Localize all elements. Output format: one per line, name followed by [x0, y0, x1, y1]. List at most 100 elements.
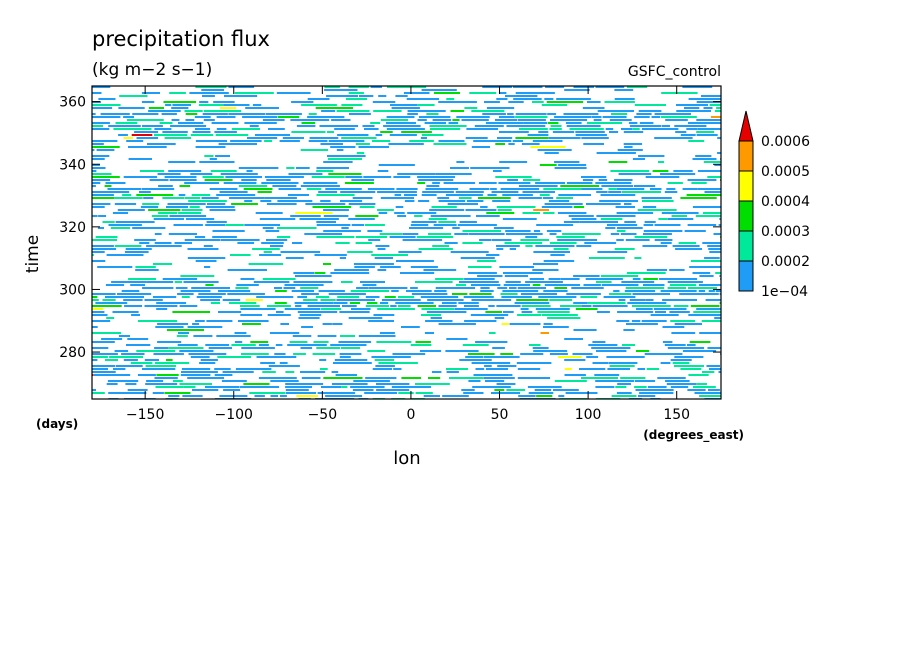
precip-cell: [395, 302, 434, 304]
precip-cell: [564, 374, 586, 376]
precip-cell: [504, 275, 529, 277]
precip-cell: [670, 359, 692, 361]
precip-cell: [710, 116, 721, 118]
precip-cell: [92, 146, 120, 148]
precip-cell: [539, 164, 557, 166]
precip-cell: [187, 377, 225, 379]
precip-cell: [558, 194, 591, 196]
precip-cell: [407, 110, 446, 112]
precip-cell: [228, 113, 266, 115]
precip-cell: [492, 200, 511, 202]
precip-cell: [496, 248, 504, 250]
precip-cell: [115, 365, 143, 367]
precip-cell: [175, 287, 188, 289]
precip-cell: [341, 104, 363, 106]
precip-cell: [514, 302, 550, 304]
precip-cell: [376, 341, 412, 343]
precip-cell: [616, 239, 624, 241]
precip-cell: [704, 191, 721, 193]
precip-cell: [199, 362, 216, 364]
precip-cell: [215, 134, 249, 136]
precip-cell: [642, 206, 657, 208]
precip-cell: [181, 368, 211, 370]
precip-cell: [118, 335, 130, 337]
precip-cell: [356, 152, 365, 154]
precip-cell: [92, 197, 115, 199]
precip-cell: [190, 356, 210, 358]
precip-cell: [92, 176, 120, 178]
precip-cell: [92, 182, 101, 184]
precip-cell: [626, 272, 666, 274]
precip-cell: [391, 107, 420, 109]
precip-cell: [686, 128, 698, 130]
precip-cell: [230, 140, 262, 142]
precip-cell: [596, 350, 627, 352]
precip-cell: [667, 218, 694, 220]
precip-cell: [100, 113, 130, 115]
precip-cell: [353, 263, 394, 265]
precip-cell: [675, 131, 687, 133]
precip-cell: [651, 116, 661, 118]
precip-cell: [237, 242, 255, 244]
precip-cell: [552, 131, 575, 133]
precip-cell: [564, 359, 586, 361]
precip-cell: [462, 242, 483, 244]
precip-cell: [428, 233, 452, 235]
precip-cell: [484, 101, 500, 103]
precip-cell: [515, 113, 547, 115]
precip-cell: [203, 245, 213, 247]
precip-cell: [501, 323, 509, 325]
precip-cell: [584, 242, 617, 244]
precip-cell: [95, 236, 118, 238]
precip-cell: [616, 188, 645, 190]
precip-cell: [587, 302, 626, 304]
precip-cell: [348, 86, 369, 88]
precip-cell: [127, 338, 149, 340]
precip-cell: [387, 86, 427, 88]
precip-cell: [543, 212, 555, 214]
precip-cell: [250, 341, 269, 343]
precip-cell: [605, 128, 614, 130]
precip-cell: [291, 101, 314, 103]
precip-cell: [541, 206, 573, 208]
precip-cell: [92, 149, 95, 151]
precip-cell: [703, 161, 721, 163]
precip-cell: [624, 221, 636, 223]
precip-cell: [544, 203, 583, 205]
precip-cell: [488, 305, 495, 307]
precip-cell: [556, 236, 585, 238]
precip-cell: [557, 239, 598, 241]
precip-cell: [142, 287, 174, 289]
precip-cell: [499, 266, 534, 268]
precip-cell: [172, 311, 210, 313]
precip-cell: [240, 278, 255, 280]
precip-cell: [290, 215, 321, 217]
precip-cell: [179, 350, 214, 352]
precip-cell: [301, 377, 321, 379]
precip-cell: [706, 365, 720, 367]
precip-cell: [291, 131, 326, 133]
precip-cell: [446, 368, 469, 370]
precip-cell: [517, 314, 541, 316]
precip-cell: [321, 386, 341, 388]
x-axis-label: lon: [393, 448, 420, 469]
precip-cell: [674, 125, 707, 127]
precip-cell: [266, 305, 291, 307]
precip-cell: [379, 302, 389, 304]
precip-cell: [130, 284, 146, 286]
precip-cell: [374, 359, 395, 361]
precip-cell: [375, 245, 390, 247]
precip-cell: [203, 110, 242, 112]
precip-cell: [82, 302, 89, 304]
precip-cell: [617, 149, 643, 151]
precip-cell: [703, 212, 721, 214]
precip-cell: [261, 242, 284, 244]
precip-cell: [563, 113, 599, 115]
precip-cell: [92, 320, 111, 322]
precip-cell: [249, 392, 286, 394]
precip-cell: [92, 239, 118, 241]
precip-cell: [198, 293, 226, 295]
precip-cell: [379, 332, 395, 334]
precip-cell: [244, 224, 280, 226]
precip-cell: [415, 341, 431, 343]
